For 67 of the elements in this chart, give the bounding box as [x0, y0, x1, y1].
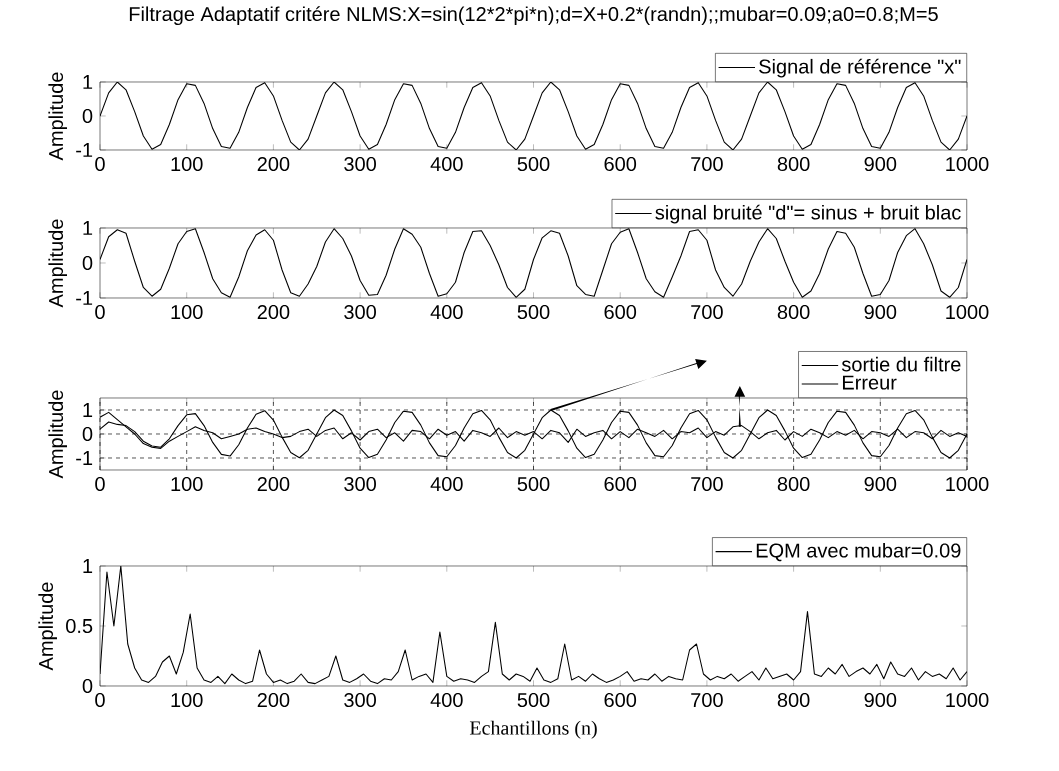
- x-tick-label: 100: [171, 476, 203, 492]
- x-tick-label: 600: [604, 304, 637, 320]
- x-tick-label: 1000: [946, 692, 989, 708]
- x-tick-label: 1000: [946, 304, 989, 320]
- x-tick-label: 0: [95, 692, 105, 708]
- y-tick-label: 1: [83, 75, 93, 89]
- legend-label: sortie du filtre: [841, 356, 961, 372]
- x-tick-label: 700: [691, 156, 723, 172]
- x-tick-label: 900: [864, 156, 897, 172]
- chart-title: Filtrage Adaptatif critére NLMS:X=sin(12*2*pi*n);d=X+0.2*(randn);;mubar=0.09;a0=0.8;M=5: [129, 6, 938, 26]
- y-tick-label: -1: [76, 291, 93, 305]
- x-tick-label: 500: [517, 304, 550, 320]
- x-tick-label: 400: [430, 156, 463, 172]
- y-axis-title: Amplitude: [48, 219, 68, 308]
- y-axis-title: Amplitude: [38, 582, 57, 671]
- x-tick-label: 500: [517, 156, 550, 172]
- y-tick-label: 0: [82, 108, 93, 124]
- x-tick-label: 600: [604, 692, 637, 708]
- x-tick-label: 300: [344, 304, 376, 320]
- y-tick-label: 0: [82, 426, 93, 442]
- x-tick-label: 800: [777, 156, 810, 172]
- x-tick-label: 100: [171, 156, 203, 172]
- y-tick-label: 0: [82, 678, 93, 694]
- y-tick-label: -1: [76, 143, 93, 157]
- x-tick-label: 0: [95, 304, 105, 320]
- y-tick-label: 0.5: [66, 618, 93, 634]
- x-axis-title: Echantillons (n): [469, 720, 597, 739]
- y-tick-label: -1: [76, 451, 93, 465]
- x-tick-label: 1000: [946, 476, 989, 492]
- x-tick-label: 200: [257, 304, 290, 320]
- x-tick-label: 900: [864, 476, 897, 492]
- x-tick-label: 700: [691, 304, 723, 320]
- x-tick-label: 1000: [946, 156, 989, 172]
- x-tick-label: 300: [344, 476, 376, 492]
- x-tick-label: 300: [344, 156, 376, 172]
- x-tick-label: 0: [95, 156, 105, 172]
- x-tick-label: 800: [777, 476, 810, 492]
- x-tick-label: 200: [257, 692, 290, 708]
- x-tick-label: 300: [344, 692, 376, 708]
- y-axis-title: Amplitude: [48, 72, 68, 161]
- legend-label: Erreur: [842, 375, 897, 390]
- x-tick-label: 800: [777, 692, 810, 708]
- legend-label: Signal de référence "x": [759, 58, 961, 78]
- x-tick-label: 100: [171, 304, 203, 320]
- x-tick-label: 600: [604, 156, 637, 172]
- x-tick-label: 400: [430, 304, 463, 320]
- x-tick-label: 400: [430, 476, 463, 492]
- y-axis-title: Amplitude: [48, 390, 68, 479]
- y-tick-label: 1: [83, 559, 93, 573]
- x-tick-label: 400: [430, 692, 463, 708]
- x-tick-label: 600: [604, 476, 637, 492]
- x-tick-label: 700: [691, 692, 723, 708]
- x-tick-label: 200: [257, 156, 290, 172]
- y-tick-label: 1: [83, 403, 93, 417]
- x-tick-label: 500: [517, 476, 550, 492]
- x-tick-label: 700: [691, 476, 723, 492]
- x-tick-label: 100: [171, 692, 203, 708]
- x-tick-label: 500: [517, 692, 550, 708]
- x-tick-label: 900: [864, 304, 897, 320]
- x-tick-label: 0: [95, 476, 105, 492]
- x-tick-label: 200: [257, 476, 290, 492]
- y-tick-label: 0: [82, 255, 93, 271]
- x-tick-label: 800: [777, 304, 810, 320]
- x-tick-label: 900: [864, 692, 897, 708]
- legend-label: EQM avec mubar=0.09: [756, 542, 961, 562]
- legend-label: signal bruité "d"= sinus + bruit blac: [655, 204, 961, 224]
- y-tick-label: 1: [83, 221, 93, 235]
